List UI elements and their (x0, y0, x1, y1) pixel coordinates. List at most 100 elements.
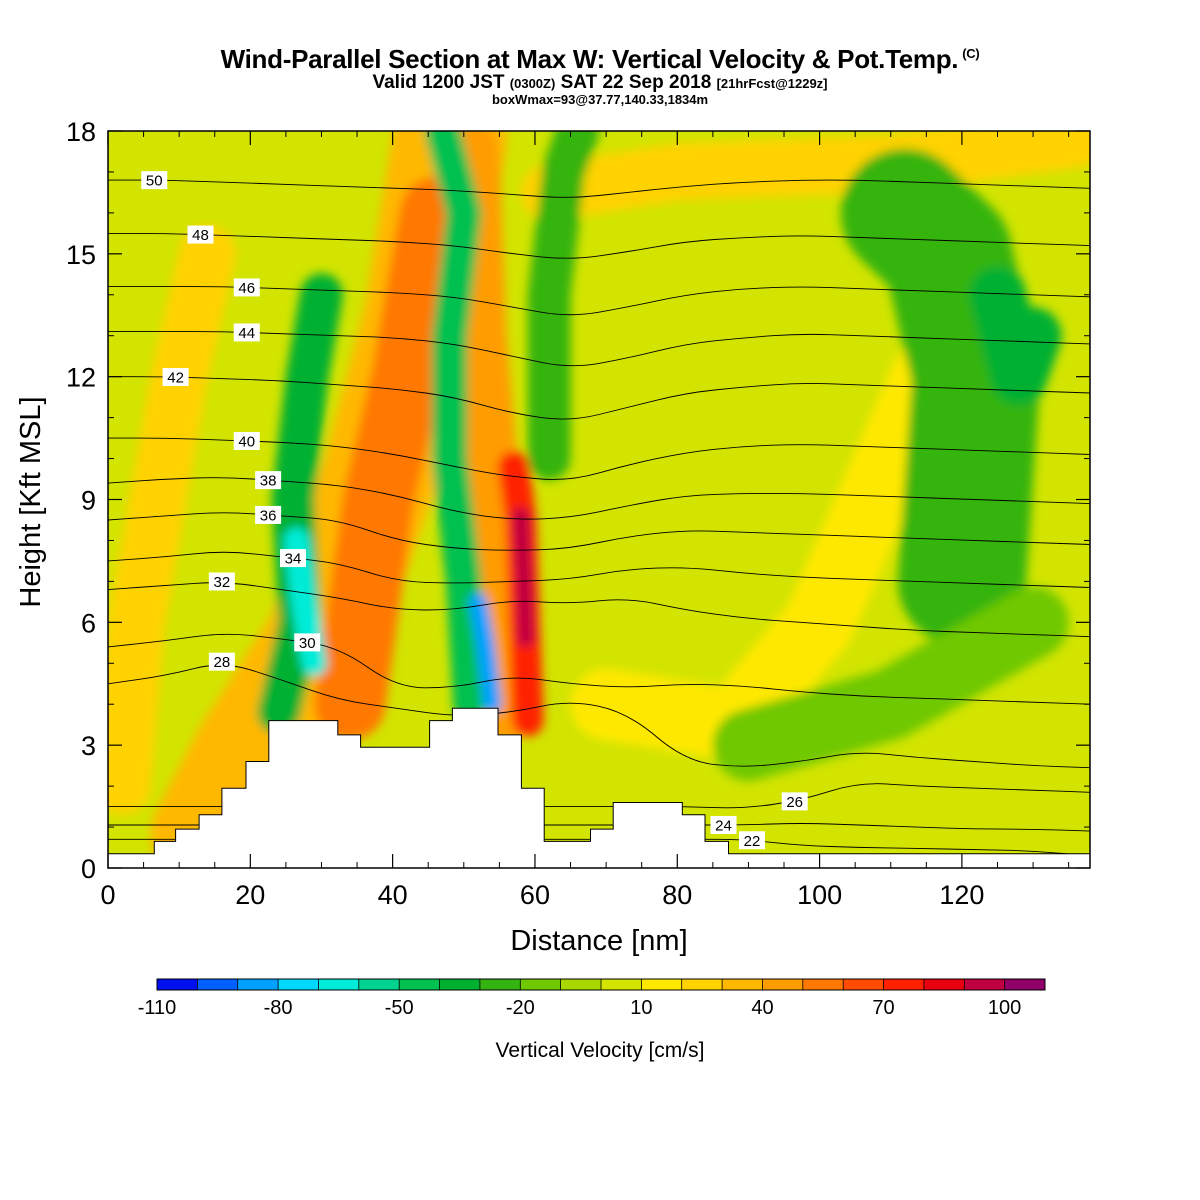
contour-label-26: 26 (786, 794, 803, 811)
valid-time-line: Valid 1200 JST (0300Z) SAT 22 Sep 2018 [… (0, 72, 1200, 94)
y-tick-label-15: 15 (66, 240, 96, 270)
colorbar-tick-label--50: -50 (385, 997, 414, 1019)
contour-label-box-32 (208, 572, 235, 591)
updraft-left-edge (108, 225, 237, 815)
y-tick-label-9: 9 (81, 486, 96, 516)
theta-contour-36 (108, 512, 1090, 551)
colorbar-swatch (762, 979, 804, 990)
downdraft-mid-core (468, 592, 502, 714)
valid-prefix: Valid 1200 JST (372, 72, 505, 93)
colorbar-swatch (399, 979, 441, 990)
theta-contour-50 (108, 179, 1090, 198)
downdraft-right-low (712, 586, 1069, 781)
x-axis-label: Distance [nm] (510, 925, 687, 957)
contour-labels: 22 24 26 28 30 32 34 36 38 40 42 44 46 48 50 (141, 171, 808, 850)
y-tick-label-0: 0 (81, 854, 96, 884)
colorbar-swatch (237, 979, 279, 990)
box-wmax-info: boxWmax=93@37.77,140.33,1834m (491, 92, 709, 107)
colorbar-tick-label-100: 100 (988, 997, 1021, 1019)
contour-label-box-28 (208, 652, 235, 671)
vertical-velocity-field (108, 131, 1090, 868)
theta-contour-34 (108, 551, 1090, 588)
colorbar-swatch (883, 979, 925, 990)
contour-label-24: 24 (715, 818, 732, 835)
valid-utc: (0300Z) (509, 76, 556, 91)
x-tick-label-100: 100 (797, 880, 842, 910)
contour-label-box-44 (233, 323, 260, 342)
downdraft-east-band (527, 131, 600, 480)
contour-label-30: 30 (299, 635, 316, 652)
contour-label-box-34 (280, 549, 307, 568)
contour-label-34: 34 (285, 551, 302, 568)
colorbar-swatch (197, 979, 239, 990)
downdraft-right-upper (969, 266, 1062, 406)
colorbar-swatch (843, 979, 885, 990)
colorbar-label: Vertical Velocity [cm/s] (496, 1039, 705, 1062)
y-tick-label-6: 6 (81, 608, 96, 638)
chart-title: Wind-Parallel Section at Max W: Vertical… (0, 44, 1200, 75)
contour-label-46: 46 (238, 280, 255, 297)
contour-label-42: 42 (167, 370, 184, 387)
colorbar-swatch (560, 979, 602, 990)
colorbar-swatch (318, 979, 360, 990)
colorbar-tick-label-70: 70 (872, 997, 894, 1019)
updraft-core-peak (512, 507, 535, 648)
valid-date: SAT 22 Sep 2018 (560, 72, 712, 93)
contour-label-28: 28 (214, 654, 231, 671)
contour-label-box-22 (738, 831, 765, 850)
colorbar-swatch (520, 979, 562, 990)
colorbar-swatch (641, 979, 683, 990)
colorbar-swatch (358, 979, 400, 990)
contour-label-32: 32 (214, 574, 231, 591)
updraft-east-low (570, 341, 962, 761)
contour-label-box-24 (710, 816, 737, 835)
colorbar-swatch (681, 979, 723, 990)
contour-label-50: 50 (146, 173, 163, 190)
forecast-info: [21hrFcst@1229z] (716, 76, 828, 91)
colorbar: -110 -80 -50 -20 10 40 70 100 (138, 978, 1046, 1019)
colorbar-swatch (802, 979, 844, 990)
theta-contour-32 (108, 582, 1090, 638)
colorbar-swatch (923, 979, 965, 990)
colorbar-swatch (601, 979, 642, 990)
colorbar-swatch (157, 979, 198, 990)
contour-label-box-36 (255, 505, 282, 524)
contour-label-box-48 (187, 225, 214, 244)
updraft-east-top (520, 131, 1090, 221)
chart-title-text: Wind-Parallel Section at Max W: Vertical… (220, 44, 959, 74)
y-axis-label: Height [Kft MSL] (15, 396, 47, 607)
colorbar-swatch (278, 979, 319, 990)
x-tick-label-120: 120 (939, 880, 984, 910)
x-tick-label-40: 40 (378, 880, 408, 910)
colorbar-tick-label--110: -110 (138, 997, 177, 1019)
downdraft-west (257, 273, 343, 734)
downdraft-right (840, 148, 1041, 646)
colorbar-tick-label--20: -20 (506, 997, 535, 1019)
colorbar-tick-label-40: 40 (751, 997, 773, 1019)
colorbar-swatch (1004, 979, 1046, 990)
contour-label-box-50 (141, 171, 168, 190)
contour-label-44: 44 (238, 325, 255, 342)
colorbar-tick-label-10: 10 (630, 997, 652, 1019)
copyright-mark: (C) (962, 46, 980, 62)
y-tick-label-3: 3 (81, 731, 96, 761)
colorbar-tick-label--80: -80 (264, 997, 293, 1019)
theta-contour-38 (108, 477, 1090, 520)
x-tick-label-60: 60 (520, 880, 550, 910)
contour-label-box-30 (294, 633, 321, 652)
contour-label-40: 40 (238, 433, 255, 450)
theta-contour-30 (108, 633, 1090, 705)
contour-label-48: 48 (192, 227, 209, 244)
colorbar-swatch (722, 979, 763, 990)
contour-label-36: 36 (260, 507, 277, 524)
colorbar-swatch (479, 979, 521, 990)
y-tick-label-12: 12 (66, 363, 96, 393)
contour-label-box-38 (255, 471, 282, 490)
terrain-mask (107, 707, 1091, 869)
contour-label-22: 22 (744, 833, 761, 850)
contour-label-box-40 (233, 431, 260, 450)
contour-label-box-42 (162, 368, 189, 387)
y-tick-label-18: 18 (66, 117, 96, 147)
